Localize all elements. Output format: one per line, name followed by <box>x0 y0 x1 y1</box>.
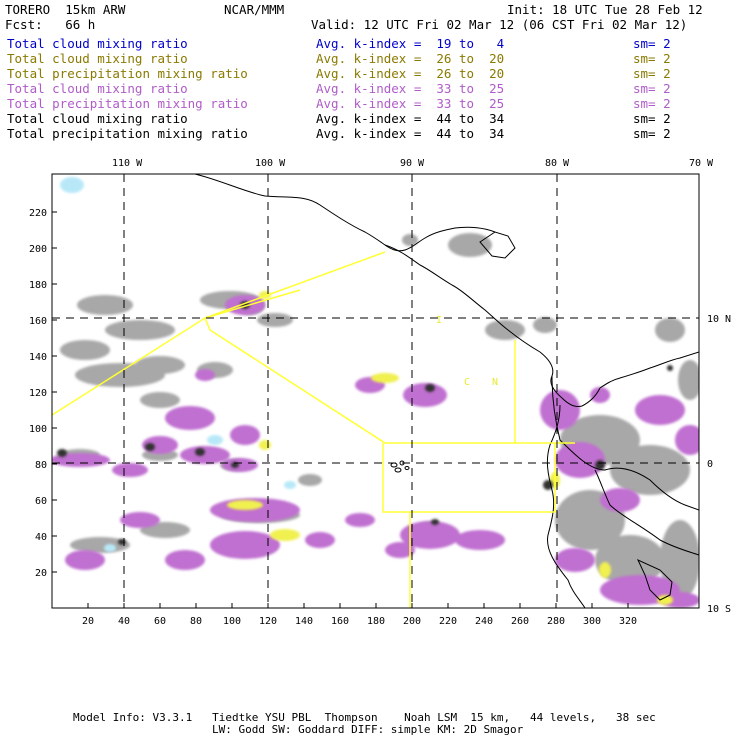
y-grid-label: 140 <box>29 352 47 363</box>
x-grid-label: 260 <box>511 616 529 627</box>
y-grid-label: 20 <box>35 568 47 579</box>
organization-label: NCAR/MMM <box>224 2 285 17</box>
lon-label-110w: 110 W <box>112 158 143 169</box>
x-grid-label: 320 <box>619 616 637 627</box>
model-title: TORERO 15km ARW <box>5 2 126 17</box>
legend-row-6-sm: sm= 2 <box>633 111 671 126</box>
x-grid-label: 140 <box>295 616 313 627</box>
x-grid-label: 200 <box>403 616 421 627</box>
legend-row-4-sm: sm= 2 <box>633 81 671 96</box>
y-grid-label: 200 <box>29 244 47 255</box>
legend-row-5-sm: sm= 2 <box>633 96 671 111</box>
x-grid-label: 80 <box>190 616 202 627</box>
legend-row-4-field: Total cloud mixing ratio <box>7 81 188 96</box>
legend-row-4-kindex: Avg. k-index = 33 to 25 <box>316 81 505 96</box>
map-letter-n: N <box>492 377 498 388</box>
legend-row-2-sm: sm= 2 <box>633 51 671 66</box>
legend-row-1-field: Total cloud mixing ratio <box>7 36 188 51</box>
lat-lon-grid <box>52 174 699 608</box>
domain-boundaries <box>52 251 575 608</box>
legend-row-1-sm: sm= 2 <box>633 36 671 51</box>
legend-row-6-field: Total cloud mixing ratio <box>7 111 188 126</box>
precip-field-purple <box>52 295 699 608</box>
lon-label-100w: 100 W <box>255 158 286 169</box>
legend-row-2-field: Total cloud mixing ratio <box>7 51 188 66</box>
lon-label-80w: 80 W <box>545 158 570 169</box>
y-grid-label: 180 <box>29 280 47 291</box>
lat-label-10n: 10 N <box>707 314 731 325</box>
x-grid-label: 160 <box>331 616 349 627</box>
y-grid-label: 220 <box>29 208 47 219</box>
lon-label-70w: 70 W <box>689 158 714 169</box>
footer-model-info: Model Info: V3.3.1 Tiedtke YSU PBL Thomp… <box>73 711 656 724</box>
valid-time: Valid: 12 UTC Fri 02 Mar 12 (06 CST Fri … <box>311 17 688 32</box>
lat-label-10s: 10 S <box>707 604 731 615</box>
x-grid-label: 220 <box>439 616 457 627</box>
x-grid-label: 20 <box>82 616 94 627</box>
x-grid-label: 300 <box>583 616 601 627</box>
x-grid-label: 240 <box>475 616 493 627</box>
legend-row-5-kindex: Avg. k-index = 33 to 25 <box>316 96 505 111</box>
lat-label-0: 0 <box>707 459 713 470</box>
footer-physics-info: LW: Godd SW: Goddard DIFF: simple KM: 2D… <box>212 723 524 736</box>
legend-row-2-kindex: Avg. k-index = 26 to 20 <box>316 51 505 66</box>
axis-ticks <box>52 211 629 608</box>
y-grid-label: 80 <box>35 460 47 471</box>
y-grid-label: 120 <box>29 388 47 399</box>
cloud-field-gray <box>60 233 699 600</box>
init-time: Init: 18 UTC Tue 28 Feb 12 <box>507 2 703 17</box>
x-grid-label: 40 <box>118 616 130 627</box>
x-grid-label: 120 <box>259 616 277 627</box>
x-grid-label: 180 <box>367 616 385 627</box>
coastlines <box>194 174 699 608</box>
y-grid-label: 60 <box>35 496 47 507</box>
legend-row-5-field: Total precipitation mixing ratio <box>7 96 248 111</box>
y-grid-label: 100 <box>29 424 47 435</box>
x-grid-label: 280 <box>547 616 565 627</box>
legend-row-7-field: Total precipitation mixing ratio <box>7 126 248 141</box>
x-grid-label: 60 <box>154 616 166 627</box>
x-grid-label: 100 <box>223 616 241 627</box>
legend-row-1-kindex: Avg. k-index = 19 to 4 <box>316 36 505 51</box>
legend-row-3-kindex: Avg. k-index = 26 to 20 <box>316 66 505 81</box>
forecast-hour: Fcst: 66 h <box>5 17 96 32</box>
map-letter-c: C <box>464 377 470 388</box>
legend-row-7-kindex: Avg. k-index = 44 to 34 <box>316 126 505 141</box>
map-letter-i: I <box>436 315 442 326</box>
legend-row-3-sm: sm= 2 <box>633 66 671 81</box>
y-grid-label: 160 <box>29 316 47 327</box>
cloud-field-lightblue <box>60 177 296 552</box>
legend-row-3-field: Total precipitation mixing ratio <box>7 66 248 81</box>
y-grid-label: 40 <box>35 532 47 543</box>
lon-label-90w: 90 W <box>400 158 425 169</box>
legend-row-7-sm: sm= 2 <box>633 126 671 141</box>
legend-row-6-kindex: Avg. k-index = 44 to 34 <box>316 111 505 126</box>
